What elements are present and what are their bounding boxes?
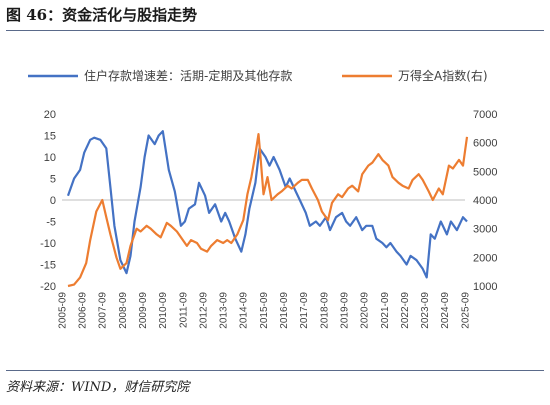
x-tick-label: 2022-09	[400, 292, 411, 329]
y-left-tick-label: 0	[50, 195, 56, 207]
y-left-tick-label: -10	[40, 238, 56, 250]
legend-label: 万得全A指数(右)	[398, 68, 488, 83]
y-right-tick-label: 3000	[473, 224, 497, 236]
y-left-tick-label: 15	[44, 131, 56, 143]
y-right-tick-label: 2000	[473, 252, 497, 264]
y-right-tick-label: 1000	[473, 281, 497, 293]
y-left-tick-label: 20	[44, 109, 56, 121]
x-tick-label: 2011-09	[178, 292, 189, 328]
x-tick-label: 2016-09	[279, 292, 290, 329]
x-tick-label: 2021-09	[380, 292, 391, 329]
x-tick-label: 2024-09	[440, 292, 451, 329]
y-right-tick-label: 5000	[473, 166, 497, 178]
x-tick-label: 2007-09	[98, 292, 109, 329]
top-rule	[6, 30, 544, 31]
x-tick-label: 2010-09	[158, 292, 169, 329]
y-left-tick-label: -5	[46, 217, 56, 229]
bottom-rule	[6, 370, 544, 371]
x-tick-label: 2017-09	[299, 292, 310, 329]
x-tick-label: 2025-09	[460, 292, 471, 329]
x-tick-label: 2019-09	[339, 292, 350, 329]
y-right-tick-label: 6000	[473, 138, 497, 150]
wind-a-index-line	[67, 133, 469, 288]
deposit-growth-spread-line	[66, 130, 468, 279]
x-tick-label: 2008-09	[118, 292, 129, 329]
y-right-tick-label: 4000	[473, 195, 497, 207]
source-note: 资料来源：WIND，财信研究院	[6, 380, 190, 395]
x-tick-label: 2014-09	[239, 292, 250, 329]
y-left-tick-label: 10	[44, 152, 56, 164]
x-tick-label: 2015-09	[259, 292, 270, 329]
legend-label: 住户存款增速差：活期-定期及其他存款	[84, 68, 292, 83]
y-right-tick-label: 7000	[473, 109, 497, 121]
x-tick-label: 2018-09	[319, 292, 330, 329]
x-tick-label: 2012-09	[198, 292, 209, 329]
x-tick-label: 2023-09	[420, 292, 431, 329]
x-tick-label: 2013-09	[219, 292, 230, 329]
figure-title: 图 46：资金活化与股指走势	[6, 6, 198, 24]
x-tick-label: 2005-09	[57, 292, 68, 329]
y-left-tick-label: -15	[40, 260, 56, 272]
x-tick-label: 2009-09	[138, 292, 149, 329]
x-tick-label: 2006-09	[78, 292, 89, 329]
y-left-tick-label: 5	[50, 174, 56, 186]
y-left-tick-label: -20	[40, 281, 56, 293]
x-tick-label: 2020-09	[360, 292, 371, 329]
